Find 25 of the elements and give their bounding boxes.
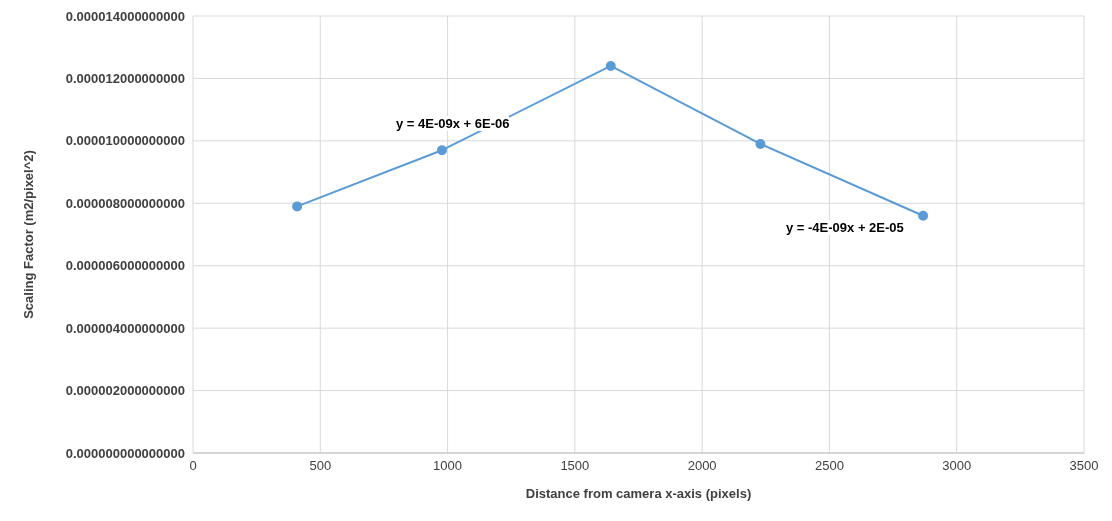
annotation: y = -4E-09x + 2E-05 — [786, 220, 904, 235]
y-tick-label: 0.000002000000000 — [65, 383, 185, 399]
x-tick-label: 2000 — [687, 458, 717, 474]
x-tick-label: 3500 — [1069, 458, 1099, 474]
x-tick-label: 1500 — [560, 458, 590, 474]
y-tick-label: 0.000006000000000 — [65, 258, 185, 274]
y-tick-label: 0.000004000000000 — [65, 320, 185, 336]
y-tick-label: 0.000010000000000 — [65, 133, 185, 149]
point — [292, 201, 303, 212]
x-tick-label: 3000 — [942, 458, 972, 474]
y-tick-label: 0.000000000000000 — [65, 445, 185, 461]
annotation: y = 4E-09x + 6E-06 — [396, 116, 510, 131]
x-tick-label: 500 — [309, 458, 332, 474]
y-tick-label: 0.000012000000000 — [65, 71, 185, 87]
x-tick-label: 1000 — [433, 458, 463, 474]
point — [605, 60, 616, 71]
y-tick-label: 0.000008000000000 — [65, 195, 185, 211]
point — [436, 145, 447, 156]
x-tick-label: 2500 — [814, 458, 844, 474]
y-axis-title: Scaling Factor (m2/pixel^2) — [20, 150, 36, 319]
x-tick-label: 0 — [189, 458, 197, 474]
point — [755, 138, 766, 149]
x-axis-title: Distance from camera x-axis (pixels) — [525, 486, 752, 501]
y-tick-label: 0.000014000000000 — [65, 8, 185, 24]
point — [918, 210, 929, 221]
